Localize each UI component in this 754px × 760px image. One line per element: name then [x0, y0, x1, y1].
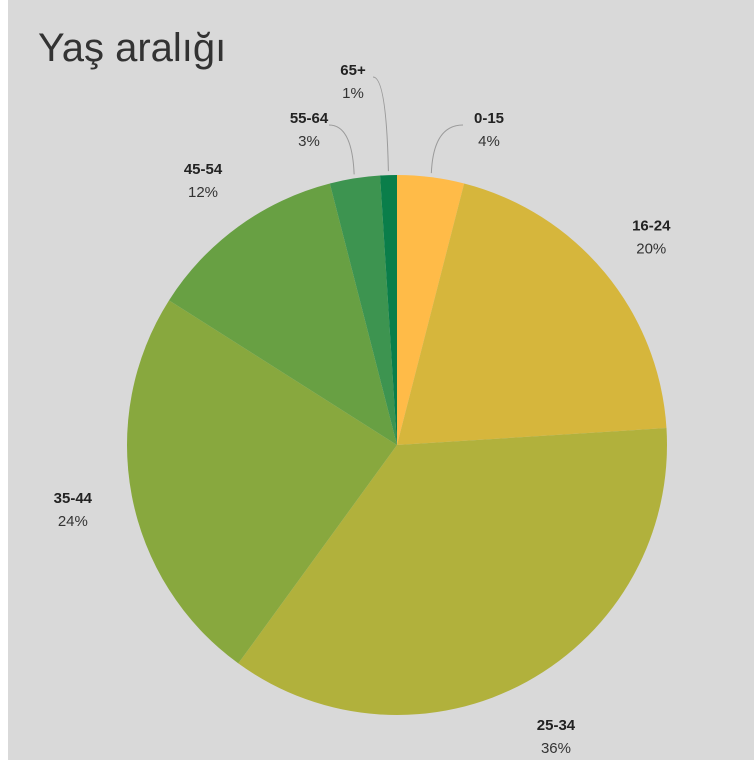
pie-slice-0-15: [397, 175, 465, 445]
slice-value-45-54: 12%: [188, 184, 218, 201]
pie-slice-25-34: [238, 428, 668, 715]
slice-label-45-54: 45-54: [184, 161, 223, 178]
slice-label-55-64: 55-64: [290, 110, 329, 127]
slice-value-65plus: 1%: [342, 85, 364, 102]
slice-label-0-15: 0-15: [474, 110, 504, 127]
chart-area: Yaş aralığı 0-15 4% 16-24 20% 25-34 36% 35-44 2…: [8, 0, 754, 760]
slice-value-55-64: 3%: [298, 133, 320, 150]
pie-slice-35-44: [126, 300, 397, 664]
pie-slice-16-24: [397, 183, 667, 445]
slice-label-65plus: 65+: [340, 62, 366, 79]
slice-value-16-24: 20%: [636, 241, 666, 258]
pie-slice-55-64: [329, 175, 397, 445]
slice-label-25-34: 25-34: [537, 717, 576, 734]
slice-value-35-44: 24%: [58, 513, 88, 530]
chart-title: Yaş aralığı: [38, 26, 227, 70]
slice-value-25-34: 36%: [541, 740, 571, 757]
pie-slice-45-54: [169, 183, 397, 445]
pie-chart: 0-15 4% 16-24 20% 25-34 36% 35-44 24% 45-54 12% 55…: [54, 62, 671, 757]
slice-label-16-24: 16-24: [632, 218, 671, 235]
leader-line-0-15: [430, 124, 464, 174]
leader-line-55-64: [328, 124, 355, 175]
slice-value-0-15: 4%: [478, 133, 500, 150]
slice-label-35-44: 35-44: [54, 490, 93, 507]
leader-line-65plus: [372, 76, 389, 172]
pie-slice-65plus: [380, 175, 397, 445]
